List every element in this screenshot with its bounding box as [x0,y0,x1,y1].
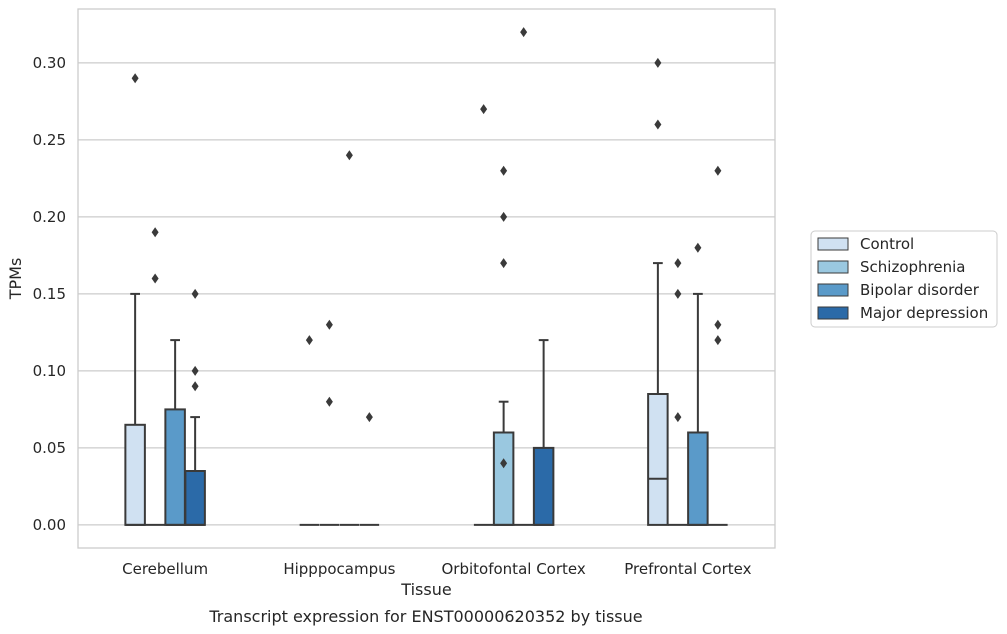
outlier-point [674,258,682,269]
y-tick-label: 0.25 [33,131,66,149]
box-body [647,393,669,526]
x-tick-label: Orbitofontal Cortex [442,560,586,578]
outlier-point [674,288,682,299]
outlier-point [654,57,662,68]
outlier-point [714,165,722,176]
outlier-point [500,458,508,469]
outlier-point [694,242,702,253]
outlier-point [131,73,139,84]
outlier-point [500,165,508,176]
outlier-point [654,119,662,130]
y-tick-label: 0.05 [33,439,66,457]
box-2-1 [492,165,515,526]
box-3-0 [647,57,669,526]
box-2-2 [513,27,534,526]
outlier-point [714,319,722,330]
box-0-0 [124,73,146,526]
y-tick-label: 0.10 [33,362,66,380]
box-body [164,408,186,526]
x-tick-label: Prefrontal Cortex [624,560,751,578]
y-tick-label: 0.00 [33,516,66,534]
legend: Control Schizophrenia Bipolar disorder Majo… [810,230,998,328]
box-1-3 [359,412,380,526]
outlier-point [500,258,508,269]
y-tick-labels: 0.00 0.05 0.10 0.15 0.20 0.25 0.30 [33,54,66,534]
legend-swatch [817,306,849,320]
outlier-point [191,365,199,376]
y-tick-label: 0.30 [33,54,66,72]
outlier-point [191,381,199,392]
figure-caption: Transcript expression for ENST0000062035… [208,607,642,626]
legend-frame [810,230,998,328]
outlier-point [365,412,373,423]
outlier-point [674,412,682,423]
y-tick-label: 0.20 [33,208,66,226]
outlier-point [345,150,353,161]
x-tick-label: Hipppocampus [283,560,395,578]
x-tick-label: Cerebellum [122,560,208,578]
legend-swatch [817,237,849,251]
box-0-3 [184,288,206,526]
outlier-point [305,335,313,346]
box-0-2 [164,339,186,526]
y-axis-label: TPMs [6,258,25,301]
outlier-point [191,288,199,299]
box-1-1 [319,319,340,526]
box-body [532,446,555,526]
box-layer [124,27,728,526]
legend-swatch [817,260,849,274]
legend-entry: Bipolar disorder [860,281,980,299]
box-1-2 [339,150,360,526]
box-body [124,423,146,526]
outlier-point [520,27,528,38]
outlier-point [151,227,159,238]
box-body [687,431,709,526]
legend-entry: Control [860,235,914,253]
outlier-point [325,396,333,407]
outlier-point [151,273,159,284]
outlier-point [480,104,488,115]
outlier-point [714,335,722,346]
outlier-point [500,211,508,222]
legend-entry: Schizophrenia [860,258,965,276]
box-0-1 [145,227,165,526]
box-body [492,431,515,526]
x-axis-label: Tissue [400,580,451,599]
box-3-1 [668,258,688,526]
box-1-0 [299,335,320,526]
legend-swatch [817,283,849,297]
box-3-3 [708,165,728,526]
box-2-0 [473,104,494,526]
outlier-point [325,319,333,330]
box-body [184,470,206,526]
y-tick-label: 0.15 [33,285,66,303]
x-tick-labels: Cerebellum Hipppocampus Orbitofontal Corte… [122,560,751,578]
plot-frame [77,8,776,549]
box-3-2 [687,242,709,526]
box-2-3 [532,339,555,526]
legend-entry: Major depression [860,304,988,322]
